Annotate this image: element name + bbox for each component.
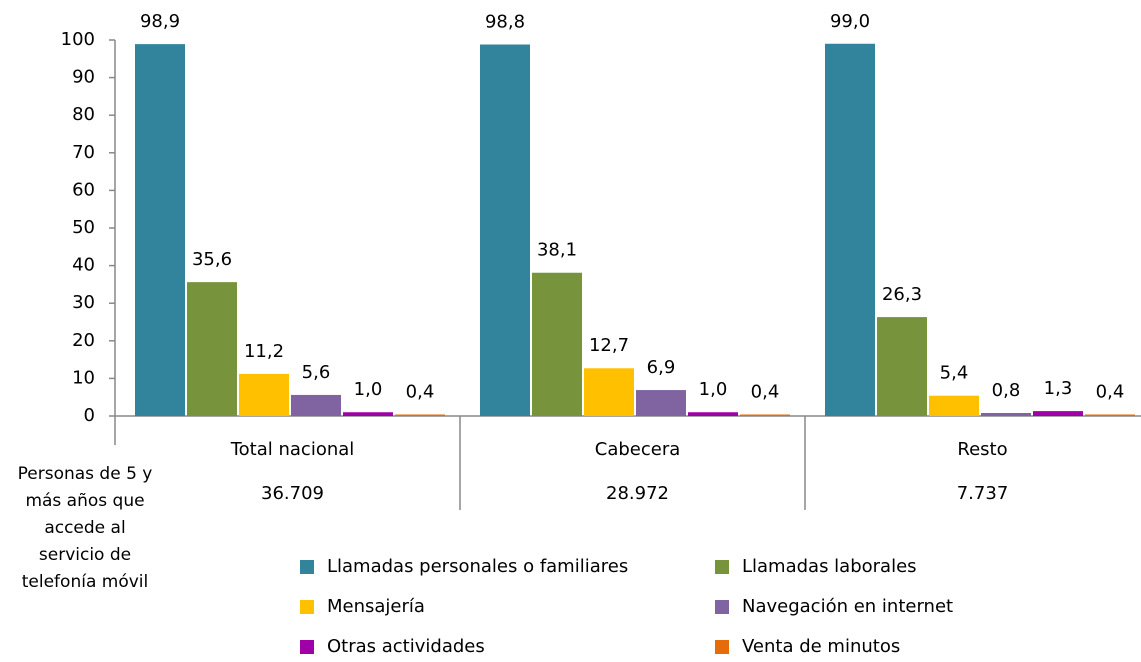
bar (291, 394, 341, 416)
y-tick-label: 80 (72, 104, 95, 125)
bar (395, 414, 445, 416)
value-label: 26,3 (882, 284, 922, 305)
y-tick-label: 10 (72, 367, 95, 388)
bar (239, 373, 289, 416)
value-label: 1,0 (699, 379, 728, 400)
legend-label: Otras actividades (327, 636, 485, 657)
legend-label: Llamadas laborales (742, 556, 917, 577)
x-tick-label: Total nacional (230, 439, 355, 460)
bar (825, 43, 875, 416)
y-tick-label: 0 (84, 405, 95, 426)
legend-swatch (300, 640, 314, 654)
row-label: Personas de 5 y (18, 464, 153, 484)
row-value: 36.709 (261, 483, 324, 504)
bar (877, 317, 927, 416)
value-label: 98,9 (140, 11, 180, 32)
row-label: telefonía móvil (22, 572, 148, 592)
bar (480, 44, 530, 417)
bar (584, 368, 634, 416)
value-label: 1,3 (1044, 378, 1073, 399)
y-tick-label: 70 (72, 142, 95, 163)
legend-label: Mensajería (327, 596, 425, 617)
row-label: más años que (25, 491, 144, 511)
value-label: 1,0 (354, 379, 383, 400)
bar (981, 412, 1031, 416)
row-label: accede al (44, 518, 125, 538)
value-label: 35,6 (192, 249, 232, 270)
y-tick-label: 20 (72, 330, 95, 351)
y-tick-label: 100 (61, 29, 95, 50)
value-label: 98,8 (485, 12, 525, 33)
bar (1033, 411, 1083, 416)
y-tick-label: 90 (72, 67, 95, 88)
legend-swatch (300, 600, 314, 614)
value-label: 11,2 (244, 341, 284, 362)
value-label: 38,1 (537, 240, 577, 261)
y-tick-label: 30 (72, 292, 95, 313)
row-label: servicio de (39, 545, 131, 565)
bar (740, 414, 790, 416)
value-label: 12,7 (589, 335, 629, 356)
bar (343, 412, 393, 416)
y-tick-label: 40 (72, 255, 95, 276)
bar (187, 282, 237, 416)
value-label: 0,4 (751, 381, 780, 402)
value-label: 0,4 (406, 381, 435, 402)
row-value: 28.972 (606, 483, 669, 504)
legend-label: Venta de minutos (742, 636, 900, 657)
bar (1085, 414, 1135, 416)
value-label: 6,9 (647, 357, 676, 378)
legend-swatch (300, 560, 314, 574)
legend-swatch (715, 600, 729, 614)
x-tick-label: Resto (957, 439, 1007, 460)
x-tick-label: Cabecera (595, 439, 681, 460)
legend-label: Llamadas personales o familiares (327, 556, 628, 577)
legend-swatch (715, 560, 729, 574)
value-label: 0,4 (1096, 381, 1125, 402)
bar (929, 395, 979, 416)
value-label: 99,0 (830, 11, 870, 32)
value-label: 5,6 (302, 362, 331, 383)
bar (688, 412, 738, 416)
y-tick-label: 60 (72, 179, 95, 200)
y-tick-label: 50 (72, 217, 95, 238)
row-value: 7.737 (957, 483, 1009, 504)
value-label: 0,8 (992, 380, 1021, 401)
bar (135, 44, 185, 417)
legend-label: Navegación en internet (742, 596, 953, 617)
bar (532, 272, 582, 416)
legend-swatch (715, 640, 729, 654)
bar (636, 390, 686, 416)
value-label: 5,4 (940, 363, 969, 384)
